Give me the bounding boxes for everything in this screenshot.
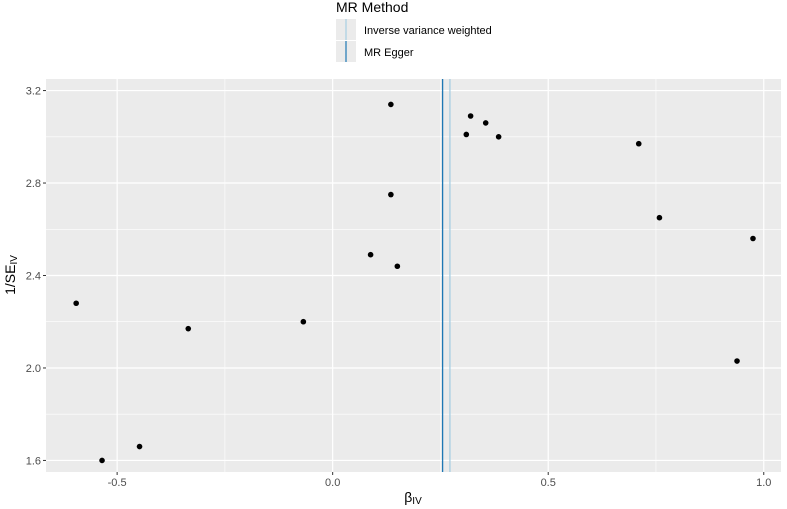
data-point: [482, 120, 489, 126]
y-axis-title-main: 1/SE: [2, 265, 18, 295]
y-axis-title-sub: IV: [9, 255, 20, 265]
y-tick-label: 2.0: [26, 363, 41, 375]
y-tick-label: 2.4: [26, 271, 41, 283]
y-axis-title: 1/SEIV: [2, 255, 20, 295]
x-tick-label: -0.5: [108, 477, 127, 489]
x-axis-title-main: β: [404, 489, 412, 505]
data-point: [467, 113, 474, 119]
data-point: [734, 358, 740, 364]
x-tick-label: 0.0: [325, 477, 340, 489]
estimate-lines: [441, 79, 451, 472]
data-point: [388, 101, 394, 108]
data-point: [463, 131, 470, 138]
data-point: [99, 457, 105, 464]
y-tick-label: 2.8: [26, 178, 41, 190]
x-axis-ticks: -0.5 0.0 0.5 1.0: [108, 472, 771, 489]
data-point: [136, 443, 143, 450]
data-point: [394, 263, 401, 270]
y-tick-label: 1.6: [26, 455, 41, 467]
x-axis-title-sub: IV: [412, 496, 422, 507]
data-point: [656, 214, 663, 221]
x-axis-title: βIV: [404, 489, 422, 507]
legend-title: MR Method: [336, 0, 408, 15]
y-tick-label: 3.2: [26, 86, 41, 98]
data-point: [185, 325, 192, 332]
data-point: [750, 235, 756, 242]
data-point: [73, 300, 79, 307]
data-points: [73, 101, 756, 464]
data-point: [388, 191, 394, 198]
data-point: [367, 251, 374, 258]
data-point: [300, 318, 307, 325]
legend: MR Method Inverse variance weighted MR E…: [336, 0, 492, 62]
y-axis-ticks: 1.6 2.0 2.4 2.8 3.2: [26, 86, 46, 467]
legend-label-ivw: Inverse variance weighted: [364, 25, 492, 37]
x-tick-label: 1.0: [756, 477, 771, 489]
data-point: [495, 133, 502, 140]
x-tick-label: 0.5: [541, 477, 556, 489]
major-gridlines: [46, 79, 781, 472]
legend-label-mr-egger: MR Egger: [364, 47, 414, 59]
data-point: [635, 140, 642, 147]
